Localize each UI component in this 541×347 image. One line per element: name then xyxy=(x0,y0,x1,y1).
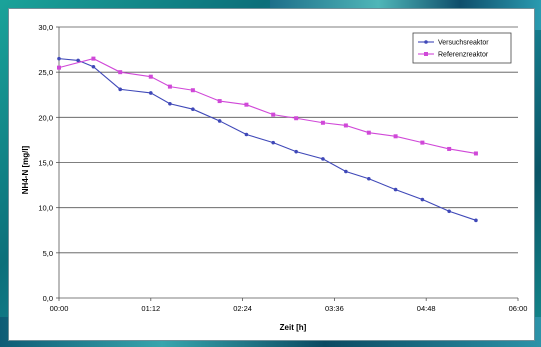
series-1-point-5 xyxy=(190,88,195,93)
series-1-point-15 xyxy=(447,146,452,151)
series-1-point-14 xyxy=(420,140,425,145)
series-0-point-9 xyxy=(271,140,276,145)
series-line-0 xyxy=(58,58,477,221)
series-0-point-10 xyxy=(294,149,298,154)
series-0-point-17 xyxy=(474,218,478,223)
series-0-point-15 xyxy=(420,197,425,202)
x-tick-label-3: 03:36 xyxy=(325,304,344,313)
series-1-point-10 xyxy=(320,120,325,125)
series-0-point-13 xyxy=(367,176,371,181)
series-1-point-0 xyxy=(57,65,61,70)
series-1-point-3 xyxy=(148,74,153,79)
y-tick-label-6: 30,0 xyxy=(38,23,53,32)
legend-swatch-marker-0 xyxy=(424,40,428,44)
series-group xyxy=(57,56,478,223)
y-tick-label-5: 25,0 xyxy=(38,68,53,77)
series-0-point-3 xyxy=(118,87,122,92)
y-tick-label-2: 10,0 xyxy=(38,204,53,213)
series-0-point-0 xyxy=(57,56,61,61)
series-1-point-13 xyxy=(393,134,398,139)
y-tick-label-3: 15,0 xyxy=(38,159,53,168)
y-tick-label-1: 5,0 xyxy=(43,249,53,258)
x-axis-label: Zeit [h] xyxy=(280,323,307,332)
legend: Versuchsreaktor Referenzreaktor xyxy=(412,32,512,64)
x-tick-label-1: 01:12 xyxy=(141,304,160,313)
series-1-point-9 xyxy=(294,116,299,121)
series-0-point-6 xyxy=(191,107,195,112)
line-chart: 0,0 5,0 10,0 15,0 20,0 25,0 30,0 00:00 01:12 02:… xyxy=(21,23,528,332)
series-1-point-6 xyxy=(217,99,222,104)
series-0-point-8 xyxy=(244,132,249,137)
series-0-point-14 xyxy=(393,187,398,192)
x-tick-label-4: 04:48 xyxy=(417,304,436,313)
series-0-point-11 xyxy=(321,157,325,161)
series-1-point-11 xyxy=(343,123,348,128)
x-tick-label-0: 00:00 xyxy=(50,304,69,313)
series-0-point-1 xyxy=(76,58,80,63)
series-1-point-12 xyxy=(366,130,371,135)
gridlines xyxy=(59,26,518,254)
series-0-point-4 xyxy=(149,91,153,95)
legend-swatch-marker-1 xyxy=(424,52,428,56)
y-axis-label: NH4-N [mg/l] xyxy=(21,145,30,194)
series-0-point-7 xyxy=(217,119,222,123)
series-0-point-5 xyxy=(168,101,172,106)
series-1-point-16 xyxy=(473,151,478,156)
series-1-point-7 xyxy=(244,102,249,107)
series-0-point-12 xyxy=(344,169,348,174)
x-tick-labels: 00:00 01:12 02:24 03:36 04:48 06:00 xyxy=(50,304,528,313)
series-0-point-2 xyxy=(91,64,96,69)
series-1-point-8 xyxy=(271,112,276,117)
y-tick-label-4: 20,0 xyxy=(38,113,53,122)
axes xyxy=(56,26,519,301)
y-tick-label-0: 0,0 xyxy=(43,294,53,303)
series-0-point-16 xyxy=(447,209,451,214)
x-tick-label-2: 02:24 xyxy=(233,304,252,313)
x-tick-label-5: 06:00 xyxy=(509,304,528,313)
legend-entry-0: Versuchsreaktor xyxy=(438,40,489,47)
series-1-point-4 xyxy=(167,84,172,89)
y-tick-labels: 0,0 5,0 10,0 15,0 20,0 25,0 30,0 xyxy=(38,23,53,303)
series-1-point-2 xyxy=(118,70,123,75)
legend-entry-1: Referenzreaktor xyxy=(438,52,489,59)
legend-box xyxy=(412,32,512,64)
series-1-point-1 xyxy=(91,56,96,61)
chart-panel: 0,0 5,0 10,0 15,0 20,0 25,0 30,0 00:00 01:12 02:… xyxy=(8,8,535,341)
